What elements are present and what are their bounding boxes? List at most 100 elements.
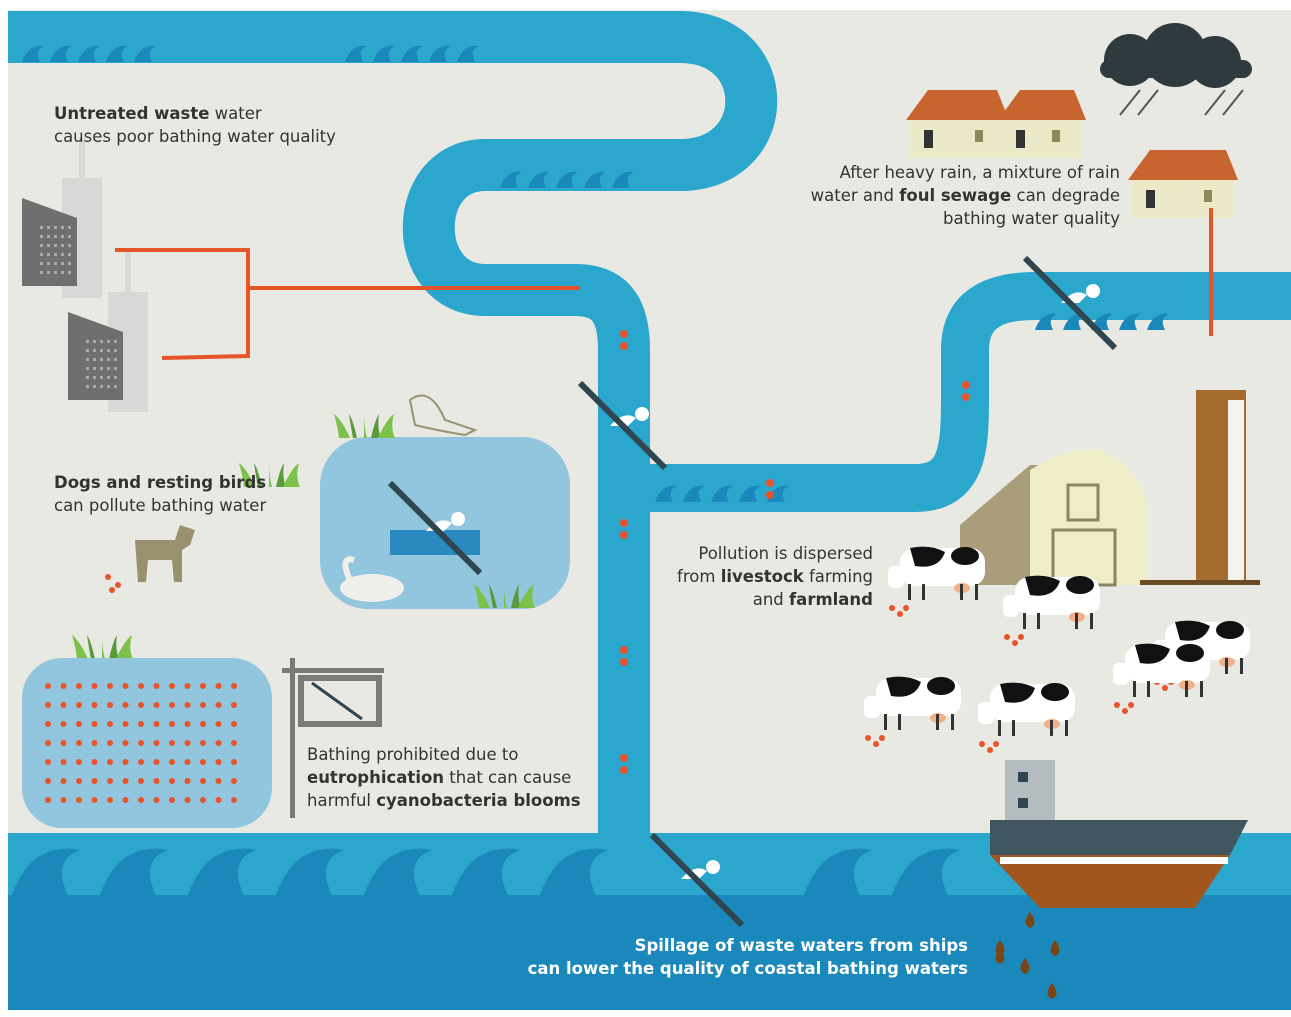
- caption-text: can degrade: [1011, 186, 1120, 205]
- caption-emphasis: cyanobacteria blooms: [376, 791, 580, 810]
- caption-text: After heavy rain, a mixture of rain: [840, 163, 1120, 182]
- algae-dot: [200, 702, 206, 708]
- algae-dot: [61, 721, 67, 727]
- window: [107, 358, 110, 361]
- window: [86, 358, 89, 361]
- silo-ladder: [1228, 400, 1244, 580]
- window: [93, 349, 96, 352]
- cow-leg: [884, 714, 887, 730]
- window: [40, 271, 43, 274]
- algae-dot: [154, 740, 160, 746]
- window: [68, 262, 71, 265]
- window: [86, 385, 89, 388]
- algae-dot: [61, 740, 67, 746]
- algae-dot: [200, 721, 206, 727]
- window: [93, 340, 96, 343]
- algae-dot: [76, 683, 82, 689]
- pollution-dot: [865, 735, 871, 741]
- caption-text: can lower the quality of coastal bathing…: [528, 959, 968, 978]
- algae-dot: [123, 721, 129, 727]
- algae-dot: [76, 759, 82, 765]
- algae-dot: [231, 721, 237, 727]
- cow-spot: [1176, 644, 1204, 662]
- caption-text: causes poor bathing water quality: [54, 127, 336, 146]
- cow-leg: [1012, 720, 1015, 736]
- cow-leg: [1075, 613, 1078, 629]
- cow-leg: [936, 714, 939, 730]
- pollution-dot: [620, 754, 628, 762]
- door: [1016, 130, 1025, 148]
- algae-dot: [123, 740, 129, 746]
- pollution-dot: [766, 491, 774, 499]
- window: [114, 367, 117, 370]
- algae-dot: [231, 778, 237, 784]
- ship-window: [1018, 772, 1028, 782]
- window: [93, 385, 96, 388]
- caption-text: that can cause: [444, 768, 571, 787]
- algae-dot: [45, 740, 51, 746]
- algae-dot: [216, 702, 222, 708]
- caption: Untreated waste water causes poor bathing…: [54, 102, 336, 148]
- window: [107, 376, 110, 379]
- window: [107, 385, 110, 388]
- algae-dot: [107, 683, 113, 689]
- algae-dot: [169, 778, 175, 784]
- algae-dot: [185, 702, 191, 708]
- algae-dot: [216, 778, 222, 784]
- algae-dot: [76, 740, 82, 746]
- algae-dot: [61, 683, 67, 689]
- algae-dot: [154, 721, 160, 727]
- cow-leg: [1133, 681, 1136, 697]
- window: [61, 226, 64, 229]
- window: [100, 340, 103, 343]
- window: [47, 253, 50, 256]
- cow-spot: [1066, 576, 1094, 594]
- window: [1204, 190, 1212, 202]
- caption-line: can lower the quality of coastal bathing…: [528, 957, 968, 980]
- algae-dot: [231, 740, 237, 746]
- caption-line: Untreated waste water: [54, 102, 336, 125]
- cow-head: [978, 702, 994, 724]
- silo-base: [1140, 580, 1260, 585]
- ship-window: [1018, 798, 1028, 808]
- algae-dot: [154, 778, 160, 784]
- cow-leg: [1225, 658, 1228, 674]
- caption: After heavy rain, a mixture of rainwater…: [811, 161, 1120, 230]
- window: [100, 358, 103, 361]
- cow-head: [1003, 595, 1019, 617]
- window: [93, 367, 96, 370]
- caption-emphasis: Dogs and resting birds: [54, 473, 266, 492]
- window: [54, 235, 57, 238]
- swimmer-head: [635, 407, 649, 421]
- caption-emphasis: eutrophication: [307, 768, 444, 787]
- caption-line: Pollution is dispersed: [677, 542, 873, 565]
- algae-dot: [76, 797, 82, 803]
- caption: Bathing prohibited due toeutrophication …: [307, 743, 581, 812]
- window: [54, 226, 57, 229]
- window: [100, 385, 103, 388]
- window: [61, 235, 64, 238]
- pollution-dot: [620, 330, 628, 338]
- caption-text: bathing water quality: [943, 209, 1120, 228]
- pollution-dot: [620, 519, 628, 527]
- caption-line: causes poor bathing water quality: [54, 125, 336, 148]
- algae-dot: [107, 797, 113, 803]
- window: [47, 262, 50, 265]
- algae-dot: [45, 721, 51, 727]
- pollution-dot: [962, 393, 970, 401]
- algae-dot: [92, 778, 98, 784]
- door: [924, 130, 933, 148]
- algae-dot: [92, 740, 98, 746]
- algae-dot: [154, 683, 160, 689]
- pollution-dot: [962, 381, 970, 389]
- pollution-dot: [105, 574, 111, 580]
- pollution-dot: [1012, 640, 1018, 646]
- algae-dot: [169, 759, 175, 765]
- cow-leg: [1147, 681, 1150, 697]
- window: [114, 376, 117, 379]
- algae-dot: [45, 778, 51, 784]
- ship-stripe: [1000, 857, 1228, 864]
- algae-dot: [185, 740, 191, 746]
- window: [47, 235, 50, 238]
